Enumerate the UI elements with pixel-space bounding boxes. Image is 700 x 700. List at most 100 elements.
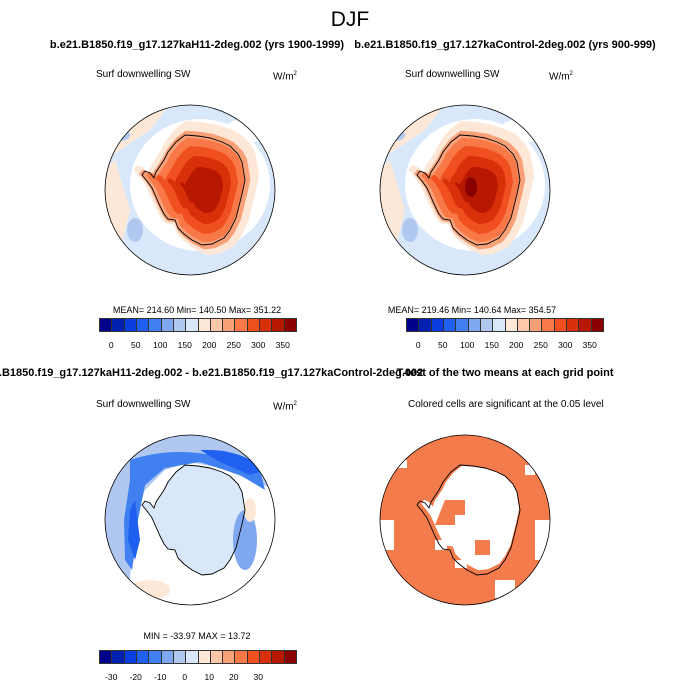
colorbar-tick-label: 10 <box>204 672 214 682</box>
colorbar-tick-label: 200 <box>202 340 217 350</box>
colorbar-box <box>100 651 113 663</box>
colorbar-tick-label: 100 <box>460 340 475 350</box>
panel3-variable: Surf downwelling SW <box>96 399 191 410</box>
colorbar-tick-label: 20 <box>229 672 239 682</box>
colorbar-box <box>260 651 273 663</box>
colorbar-tick-label: 250 <box>533 340 548 350</box>
panel1-map <box>104 104 276 276</box>
colorbar-box <box>247 319 261 331</box>
colorbar-box <box>530 319 543 331</box>
figure-title: DJF <box>330 8 370 31</box>
colorbar-box <box>124 319 137 331</box>
colorbar-box <box>456 319 469 331</box>
map-boundary <box>104 434 276 606</box>
colorbar-tick-label: 150 <box>177 340 192 350</box>
colorbar-tick-label: 30 <box>253 672 263 682</box>
colorbar-box <box>284 319 296 331</box>
colorbar-box <box>284 651 296 663</box>
colorbar-tick-label: 300 <box>251 340 266 350</box>
colorbar-box <box>149 319 162 331</box>
colorbar-box <box>161 651 174 663</box>
map-boundary <box>379 104 551 276</box>
colorbar-tick-label: 50 <box>131 340 141 350</box>
map-boundary <box>379 434 551 606</box>
colorbar-box <box>210 651 224 663</box>
colorbar-box <box>235 651 248 663</box>
colorbar-box <box>223 319 236 331</box>
colorbar-box <box>112 319 125 331</box>
panel3-title: b.e21.B1850.f19_g17.127kaH11-2deg.002 - … <box>0 367 424 379</box>
colorbar-tick-label: 350 <box>275 340 290 350</box>
colorbar-box <box>223 651 236 663</box>
map-boundary <box>104 104 276 276</box>
panel3-colorbar <box>99 650 297 664</box>
panel2-map <box>379 104 551 276</box>
colorbar-box <box>247 651 261 663</box>
panel1-stats: MEAN= 214.60 Min= 140.50 Max= 351.22 <box>112 305 282 315</box>
colorbar-tick-label: 0 <box>108 340 114 350</box>
colorbar-box <box>579 319 592 331</box>
colorbar-tick-label: 0 <box>182 672 188 682</box>
colorbar-box <box>173 651 187 663</box>
colorbar-tick-label: 350 <box>582 340 597 350</box>
colorbar-box <box>542 319 555 331</box>
panel2-units: W/m2 <box>549 71 573 83</box>
colorbar-box <box>186 319 199 331</box>
colorbar-box <box>198 651 211 663</box>
panel1-units: W/m2 <box>273 71 297 83</box>
colorbar-box <box>149 651 162 663</box>
panel3-stats: MIN = -33.97 MAX = 13.72 <box>143 631 251 641</box>
colorbar-tick-label: 250 <box>226 340 241 350</box>
colorbar-tick-label: -20 <box>129 672 142 682</box>
panel4-note: Colored cells are significant at the 0.0… <box>408 399 604 410</box>
panel2-title: b.e21.B1850.f19_g17.127kaControl-2deg.00… <box>354 39 656 51</box>
colorbar-box <box>468 319 481 331</box>
colorbar-box <box>136 319 150 331</box>
colorbar-tick-label: -30 <box>105 672 118 682</box>
colorbar-box <box>567 319 580 331</box>
panel3-units: W/m2 <box>273 401 297 413</box>
colorbar-box <box>112 651 125 663</box>
antarctica-coastline <box>141 134 246 246</box>
colorbar-tick-label: 0 <box>415 340 421 350</box>
colorbar-box <box>198 319 211 331</box>
panel2-stats: MEAN= 219.46 Min= 140.64 Max= 354.57 <box>387 305 557 315</box>
colorbar-box <box>407 319 420 331</box>
colorbar-box <box>100 319 113 331</box>
colorbar-tick-label: 150 <box>484 340 499 350</box>
colorbar-box <box>443 319 457 331</box>
colorbar-box <box>272 319 285 331</box>
colorbar-box <box>431 319 444 331</box>
colorbar-box <box>161 319 174 331</box>
panel2-colorbar <box>406 318 604 332</box>
antarctica-coastline <box>416 464 521 576</box>
colorbar-tick-label: -10 <box>154 672 167 682</box>
colorbar-tick-label: 100 <box>153 340 168 350</box>
colorbar-box <box>136 651 150 663</box>
colorbar-box <box>272 651 285 663</box>
colorbar-box <box>260 319 273 331</box>
colorbar-box <box>173 319 187 331</box>
colorbar-box <box>419 319 432 331</box>
colorbar-box <box>124 651 137 663</box>
panel1-variable: Surf downwelling SW <box>96 69 191 80</box>
colorbar-box <box>186 651 199 663</box>
panel3-map <box>104 434 276 606</box>
colorbar-box <box>493 319 506 331</box>
panel1-colorbar <box>99 318 297 332</box>
colorbar-box <box>480 319 494 331</box>
colorbar-tick-label: 50 <box>438 340 448 350</box>
antarctica-coastline <box>416 134 521 246</box>
colorbar-box <box>235 319 248 331</box>
colorbar-box <box>591 319 603 331</box>
colorbar-box <box>517 319 531 331</box>
colorbar-box <box>505 319 518 331</box>
colorbar-box <box>554 319 568 331</box>
antarctica-coastline <box>141 464 246 576</box>
panel2-variable: Surf downwelling SW <box>405 69 500 80</box>
panel1-title: b.e21.B1850.f19_g17.127kaH11-2deg.002 (y… <box>49 39 345 51</box>
colorbar-box <box>210 319 224 331</box>
colorbar-tick-label: 300 <box>558 340 573 350</box>
colorbar-tick-label: 200 <box>509 340 524 350</box>
